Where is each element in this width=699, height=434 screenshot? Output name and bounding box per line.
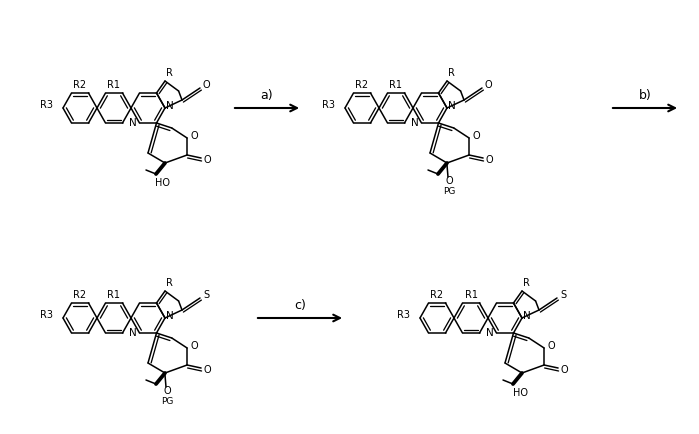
Text: N: N — [129, 328, 137, 338]
Text: O: O — [473, 131, 480, 141]
Text: N: N — [523, 311, 531, 321]
Text: R2: R2 — [431, 290, 444, 300]
Text: O: O — [203, 365, 211, 375]
Text: R1: R1 — [389, 80, 403, 90]
Text: O: O — [561, 365, 568, 375]
Text: R3: R3 — [40, 310, 53, 320]
Text: O: O — [163, 386, 171, 396]
Text: R1: R1 — [465, 290, 477, 300]
Text: R1: R1 — [108, 290, 120, 300]
Text: O: O — [547, 341, 555, 351]
Text: HO: HO — [155, 178, 171, 188]
Text: R3: R3 — [40, 100, 53, 110]
Text: b): b) — [639, 89, 651, 102]
Text: R: R — [523, 278, 530, 288]
Text: R1: R1 — [108, 80, 120, 90]
Text: O: O — [203, 155, 211, 165]
Text: R2: R2 — [73, 80, 87, 90]
Text: R3: R3 — [322, 100, 335, 110]
Text: N: N — [448, 101, 456, 111]
Text: a): a) — [261, 89, 273, 102]
Text: S: S — [560, 290, 566, 300]
Text: S: S — [203, 290, 209, 300]
Text: R2: R2 — [355, 80, 368, 90]
Text: PG: PG — [442, 187, 455, 195]
Text: R: R — [166, 68, 173, 78]
Text: N: N — [166, 311, 174, 321]
Text: PG: PG — [161, 397, 173, 405]
Text: R: R — [166, 278, 173, 288]
Text: O: O — [190, 341, 198, 351]
Text: c): c) — [294, 299, 306, 312]
Text: O: O — [484, 80, 492, 90]
Text: N: N — [487, 328, 494, 338]
Text: R2: R2 — [73, 290, 87, 300]
Text: O: O — [445, 176, 453, 186]
Text: O: O — [202, 80, 210, 90]
Text: R3: R3 — [397, 310, 410, 320]
Text: HO: HO — [512, 388, 528, 398]
Text: O: O — [485, 155, 493, 165]
Text: R: R — [447, 68, 454, 78]
Text: N: N — [412, 118, 419, 128]
Text: N: N — [166, 101, 174, 111]
Text: O: O — [190, 131, 198, 141]
Text: N: N — [129, 118, 137, 128]
